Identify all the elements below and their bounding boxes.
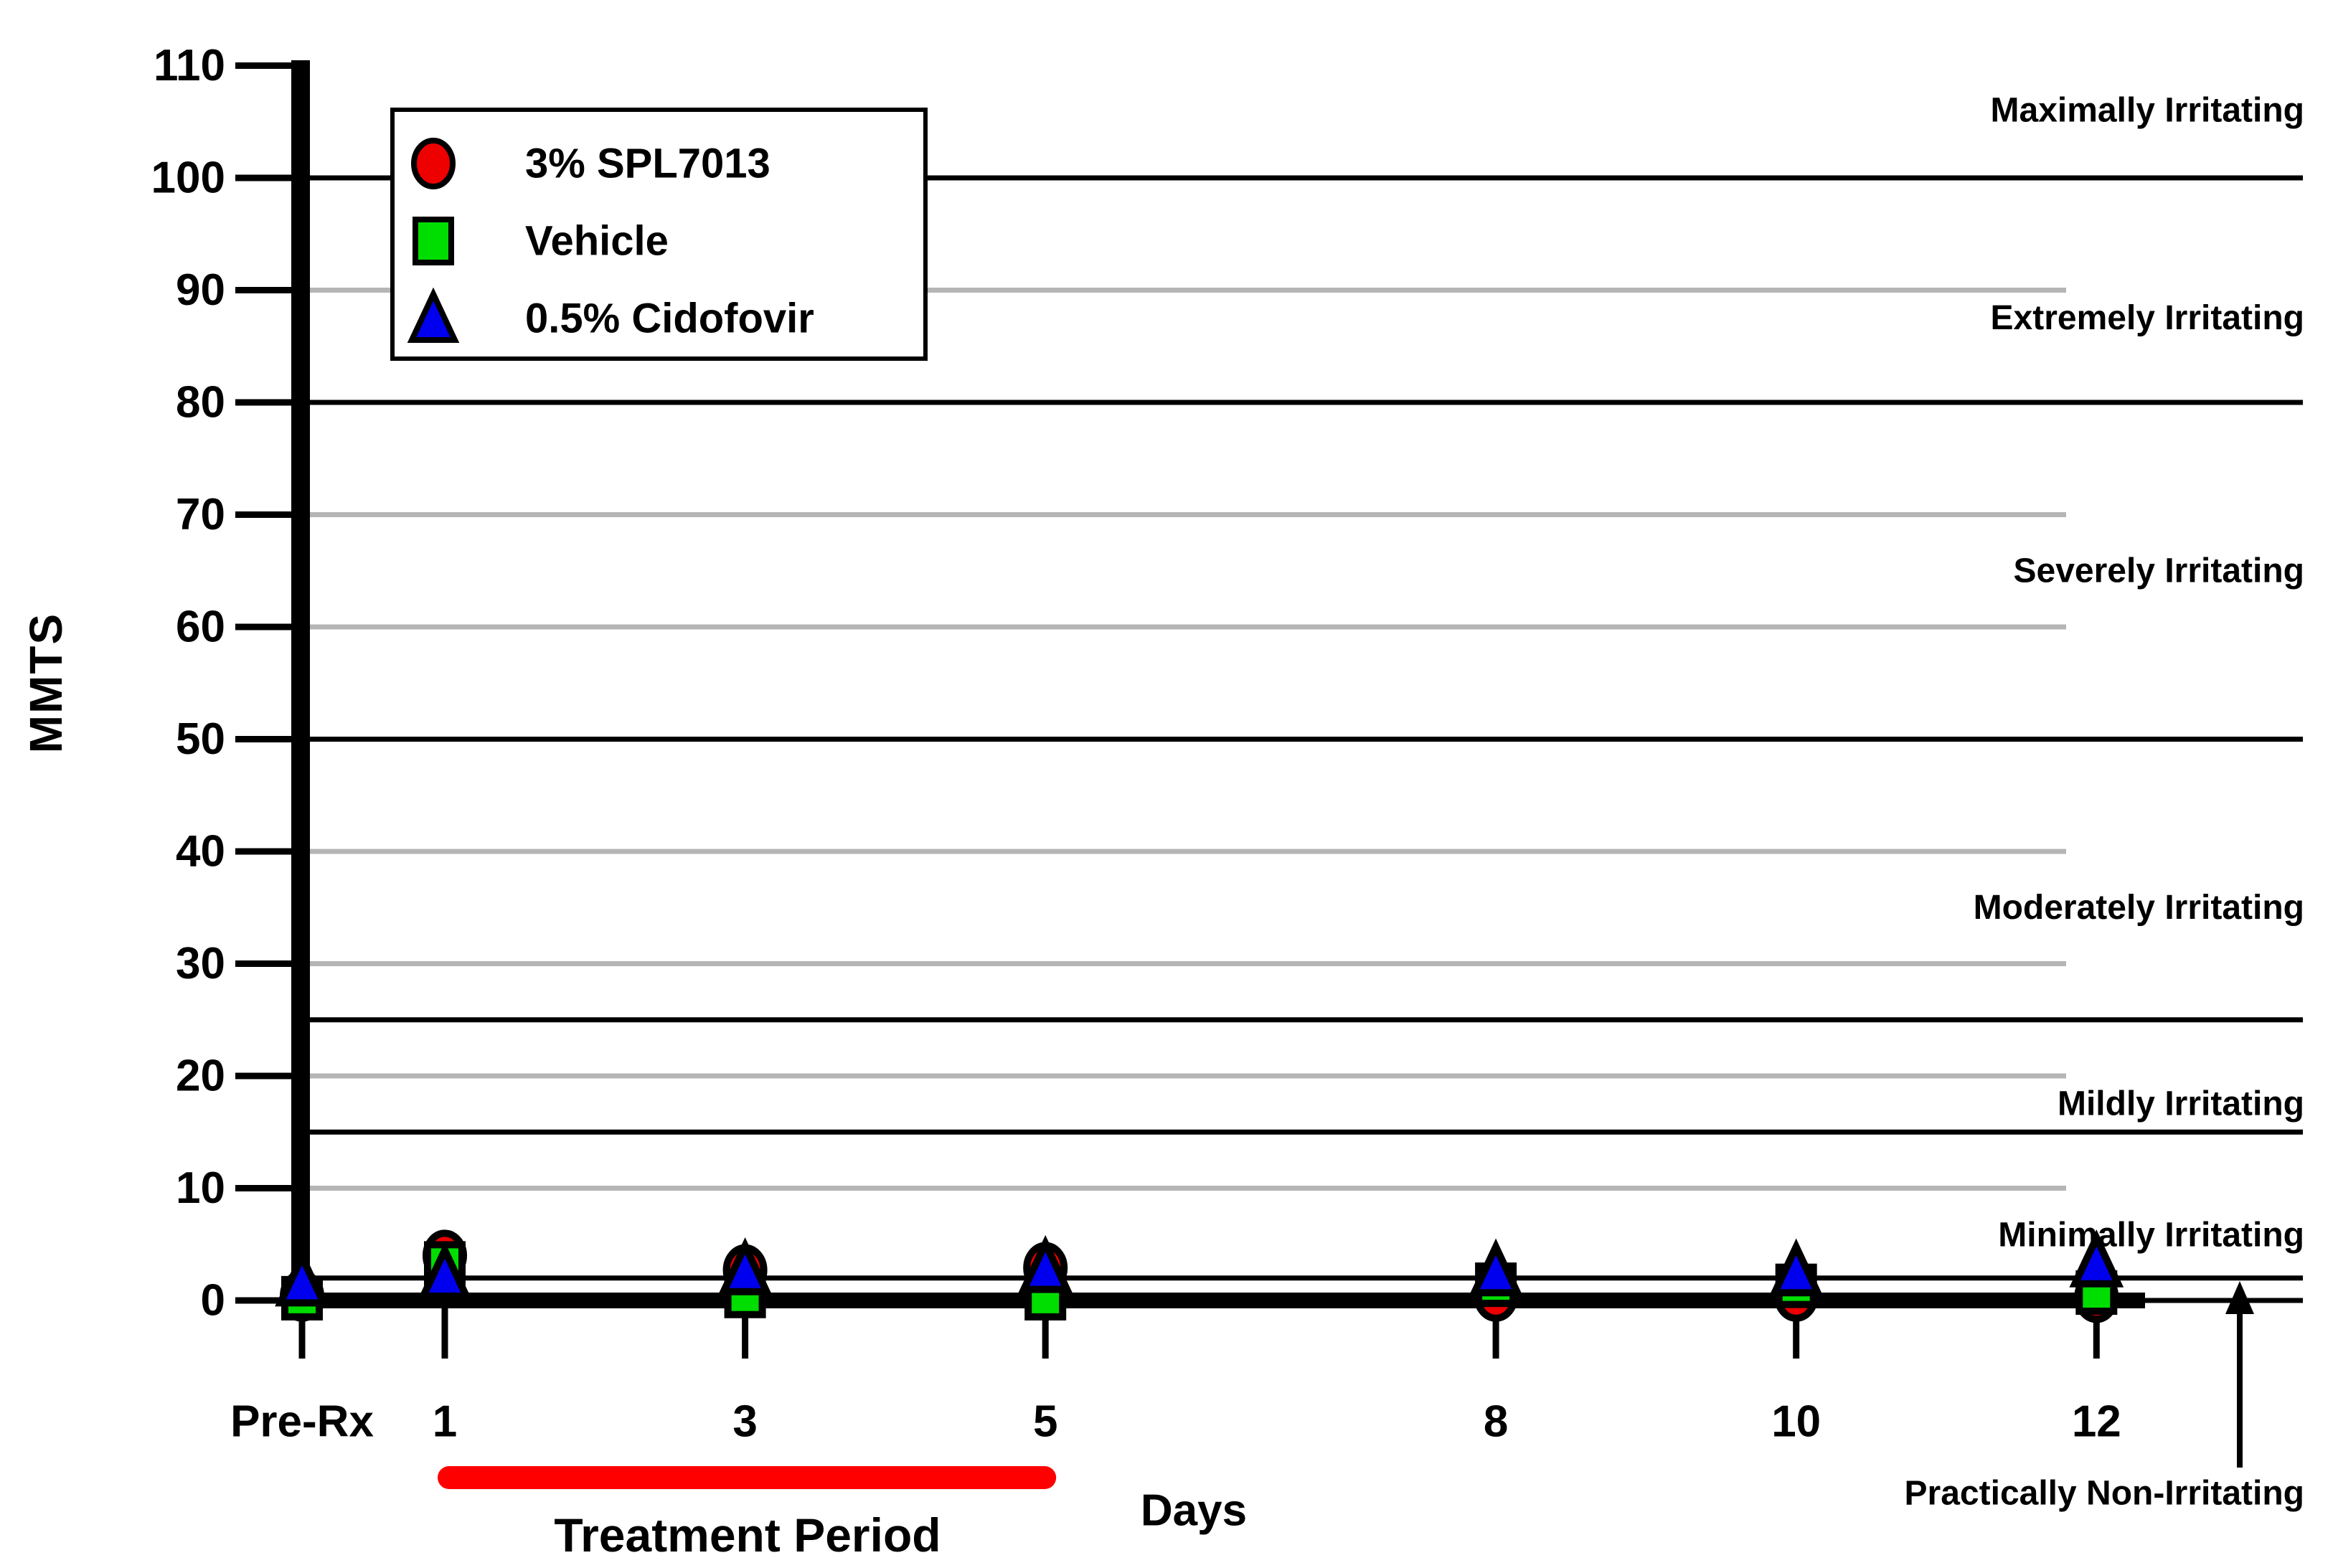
- marker-cidofovir-day-5: [1018, 1234, 1073, 1293]
- band-label-practically-non-irritating: Practically Non-Irritating: [1905, 1475, 2304, 1513]
- y-tick-label-50: 50: [176, 714, 225, 764]
- non-irritating-arrow-up-icon: [2225, 1281, 2254, 1314]
- legend-label-vehicle: Vehicle: [525, 218, 669, 265]
- band-label-extremely-irritating: Extremely Irritating: [1991, 299, 2304, 337]
- y-tick-label-10: 10: [176, 1163, 225, 1213]
- x-tick-label-12: 12: [2072, 1397, 2121, 1447]
- marker-cidofovir-day-3: [717, 1237, 773, 1295]
- band-label-mildly-irritating: Mildly Irritating: [2058, 1085, 2304, 1123]
- y-tick-label-70: 70: [176, 490, 225, 539]
- legend-label-3-spl7013: 3% SPL7013: [525, 141, 770, 187]
- marker-cidofovir-day-12: [2069, 1229, 2124, 1288]
- y-tick-label-110: 110: [154, 41, 225, 90]
- legend-box: [390, 108, 928, 361]
- y-tick-label-20: 20: [176, 1052, 225, 1101]
- legend-label-0-5-cidofovir: 0.5% Cidofovir: [525, 296, 814, 342]
- y-tick-label-30: 30: [176, 939, 225, 988]
- x-tick-label-pre-rx: Pre-Rx: [230, 1397, 374, 1447]
- y-tick-label-0: 0: [201, 1276, 225, 1326]
- legend-marker-circle-icon: [411, 138, 456, 189]
- y-tick-label-60: 60: [176, 603, 225, 652]
- x-tick-label-3: 3: [732, 1397, 757, 1447]
- marker-cidofovir-day-10: [1768, 1238, 1824, 1297]
- band-label-maximally-irritating: Maximally Irritating: [1991, 92, 2304, 130]
- marker-cidofovir-day-0: [275, 1248, 329, 1307]
- band-label-minimally-irritating: Minimally Irritating: [1998, 1217, 2304, 1255]
- marker-cidofovir-day-8: [1469, 1238, 1523, 1297]
- y-axis-title: MMTS: [20, 612, 72, 754]
- y-tick-label-40: 40: [176, 827, 225, 877]
- x-axis-title: Days: [1140, 1486, 1248, 1536]
- legend-marker-square-icon: [413, 217, 454, 265]
- y-tick-label-80: 80: [176, 378, 225, 428]
- x-tick-label-8: 8: [1484, 1397, 1508, 1447]
- x-tick-label-5: 5: [1033, 1397, 1057, 1447]
- x-tick-label-1: 1: [433, 1397, 457, 1447]
- band-label-severely-irritating: Severely Irritating: [2013, 552, 2304, 590]
- band-label-moderately-irritating: Moderately Irritating: [1974, 889, 2304, 927]
- legend-marker-triangle-icon: [407, 287, 460, 343]
- x-tick-label-10: 10: [1771, 1397, 1821, 1447]
- treatment-period-label: Treatment Period: [554, 1508, 941, 1562]
- marker-cidofovir-day-1: [418, 1242, 472, 1300]
- y-axis-spine: [291, 60, 310, 1308]
- y-tick-label-100: 100: [151, 154, 225, 203]
- y-tick-label-90: 90: [176, 265, 225, 315]
